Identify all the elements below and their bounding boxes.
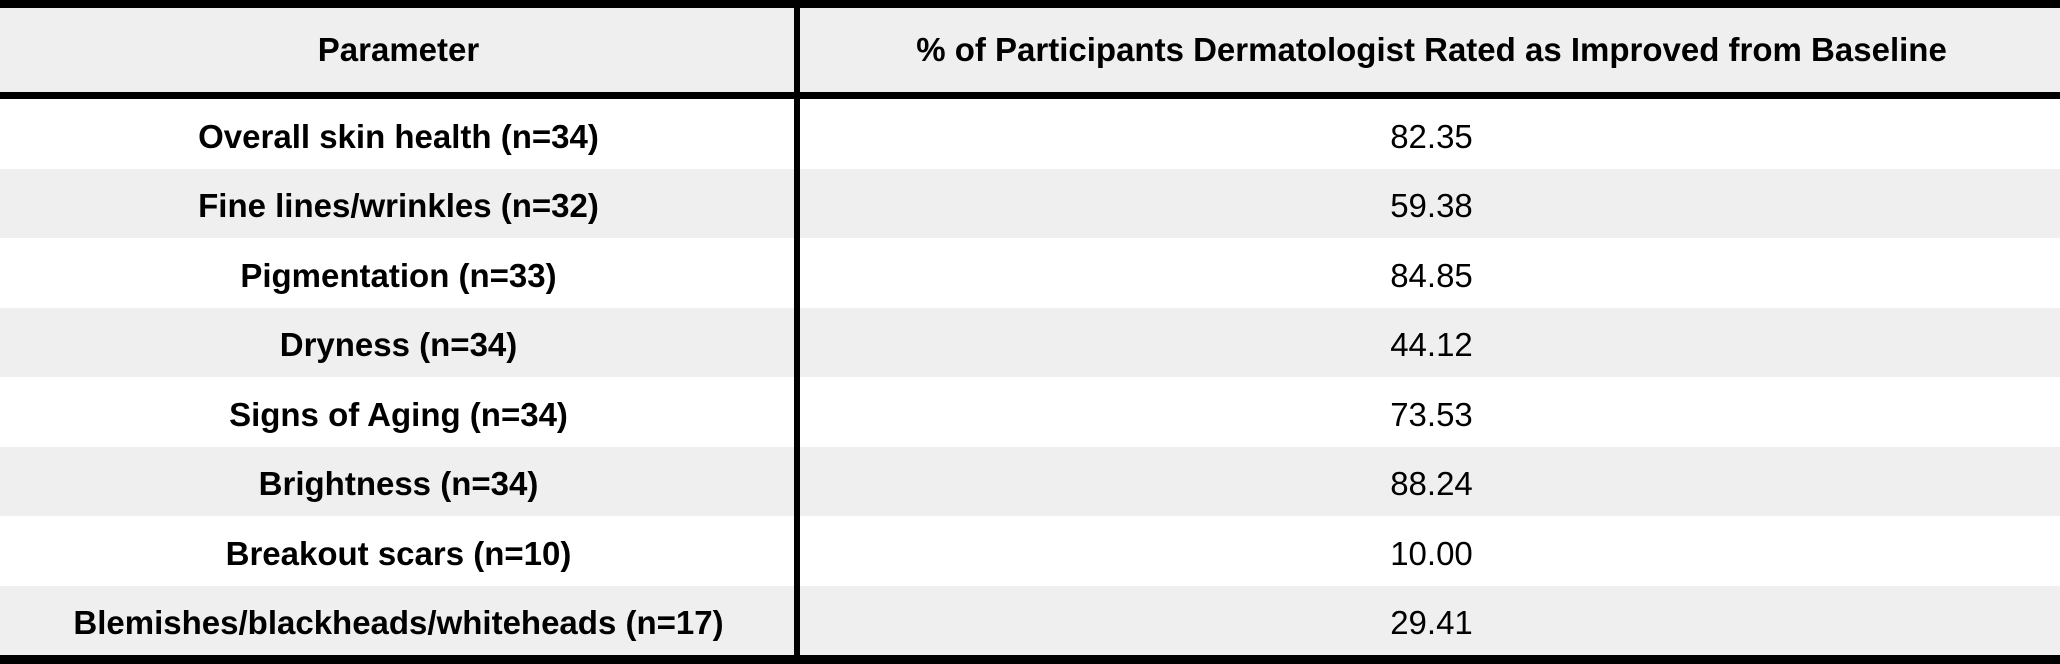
parameter-cell: Dryness (n=34): [279, 326, 518, 364]
table-row: Signs of Aging (n=34) 73.53: [0, 377, 2060, 447]
table-row: Blemishes/blackheads/whiteheads (n=17) 29…: [0, 585, 2060, 655]
percent-value-cell: 84.85: [1390, 256, 1473, 294]
table-row: Dryness (n=34) 44.12: [0, 307, 2060, 377]
parameter-cell: Signs of Aging (n=34): [229, 395, 568, 433]
table-bottom-rule: [0, 655, 2060, 664]
header-separator-rule: [0, 92, 2060, 99]
table-body: Overall skin health (n=34) 82.35 Fine line…: [0, 99, 2060, 655]
column-divider: [794, 0, 800, 664]
table-top-rule: [0, 0, 2060, 8]
parameter-cell: Brightness (n=34): [258, 465, 539, 503]
table-row: Breakout scars (n=10) 10.00: [0, 516, 2060, 586]
table-row: Overall skin health (n=34) 82.35: [0, 99, 2060, 169]
table-row: Pigmentation (n=33) 84.85: [0, 238, 2060, 308]
parameter-cell: Blemishes/blackheads/whiteheads (n=17): [73, 604, 724, 642]
percent-value-cell: 10.00: [1390, 534, 1473, 572]
percent-value-cell: 44.12: [1390, 326, 1473, 364]
header-percent-improved: % of Participants Dermatologist Rated as…: [916, 31, 1947, 68]
percent-value-cell: 29.41: [1390, 604, 1473, 642]
table-row: Fine lines/wrinkles (n=32) 59.38: [0, 168, 2060, 238]
percent-value-cell: 59.38: [1390, 187, 1473, 225]
percent-value-cell: 88.24: [1390, 465, 1473, 503]
table-header-row: Parameter % of Participants Dermatologis…: [0, 8, 2060, 92]
parameter-cell: Fine lines/wrinkles (n=32): [198, 187, 599, 225]
percent-value-cell: 82.35: [1390, 117, 1473, 155]
parameter-cell: Overall skin health (n=34): [198, 117, 599, 155]
table-row: Brightness (n=34) 88.24: [0, 446, 2060, 516]
parameter-cell: Pigmentation (n=33): [240, 256, 557, 294]
parameter-cell: Breakout scars (n=10): [225, 534, 572, 572]
header-parameter: Parameter: [317, 31, 480, 68]
percent-value-cell: 73.53: [1390, 395, 1473, 433]
